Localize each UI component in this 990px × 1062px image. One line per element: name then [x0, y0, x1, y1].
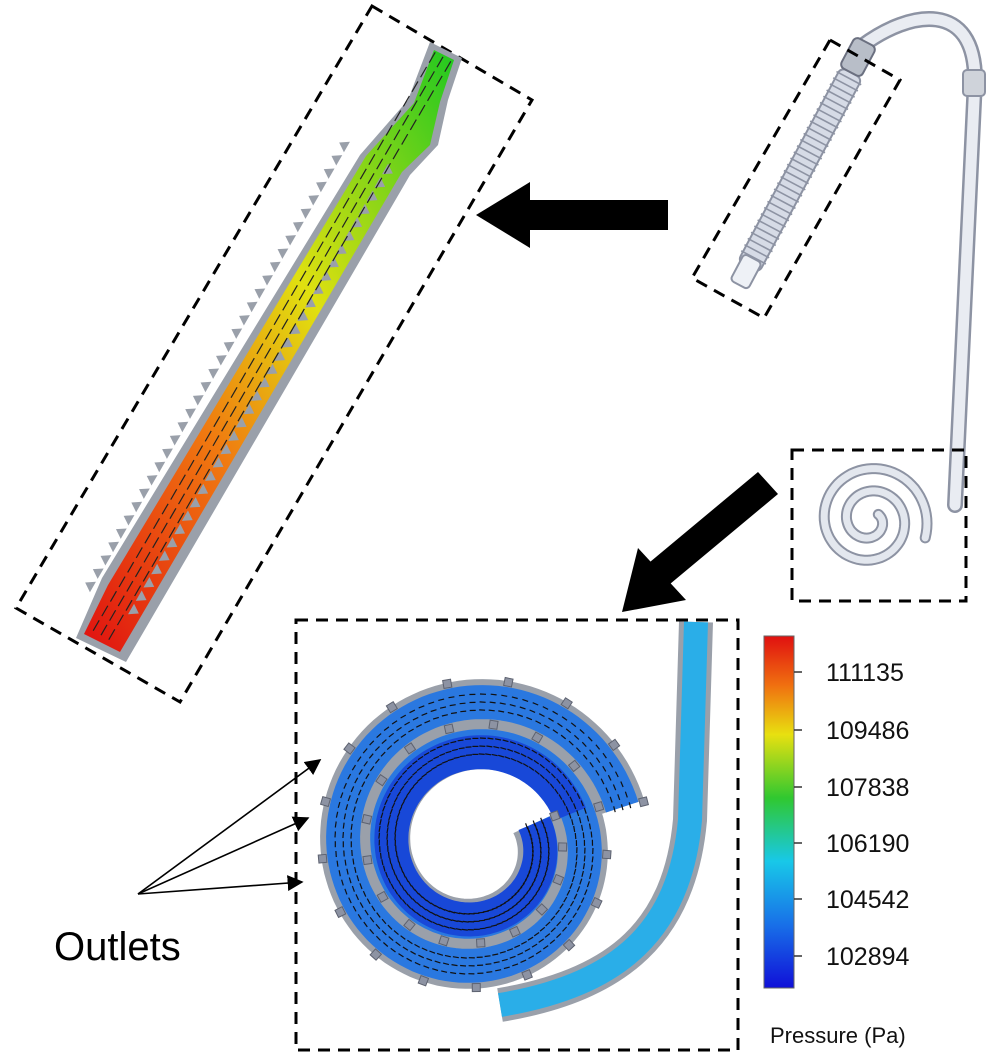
zoom-arrow-bellows: [476, 182, 668, 248]
colorbar-tick-label: 107838: [826, 774, 909, 802]
bellows-dashed-frame: [13, 3, 535, 705]
spiral-flow-vectors: [334, 693, 632, 975]
colorbar-tick-label: 106190: [826, 830, 909, 858]
spiral-feed-tube-flow: [498, 621, 708, 1017]
device-hose-tip: [730, 254, 762, 290]
zoom-arrow-spiral: [622, 472, 778, 612]
colorbar-tick-label: 111135: [826, 659, 904, 687]
device-bellows-ribs: [740, 70, 862, 265]
device-coupler: [962, 69, 986, 97]
device-overview: [689, 11, 986, 603]
pressure-colorbar: 111135 109486 107838 106190 104542 102894 Pre…: [763, 635, 910, 1048]
colorbar-tick-label: 102894: [826, 943, 910, 971]
colorbar-gradient: [763, 635, 795, 989]
outlets-label: Outlets: [54, 925, 181, 969]
hose-dashed-frame: [689, 37, 903, 321]
device-bellows-hose: [738, 68, 862, 272]
spiral-dashed-frame-large: [294, 618, 740, 1052]
spiral-dashed-frame: [790, 448, 968, 603]
colorbar-tick-label: 104542: [826, 886, 909, 914]
device-spiral: [818, 463, 933, 566]
bellows-contour-panel: [13, 3, 535, 705]
bellows-flow-vectors: [92, 52, 452, 640]
outlets-annotation: [137, 759, 322, 895]
spiral-outlet-nubs: [317, 676, 650, 993]
colorbar-tick-label: 109486: [826, 717, 909, 745]
colorbar-ticks: 111135 109486 107838 106190 104542 102894: [794, 659, 910, 971]
colorbar-title: Pressure (Pa): [770, 1023, 906, 1048]
spiral-contour-panel: [294, 618, 740, 1052]
